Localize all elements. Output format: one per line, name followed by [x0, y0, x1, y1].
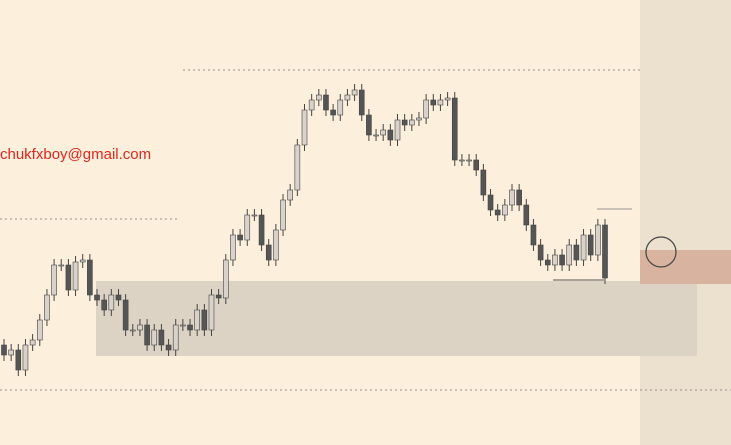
candle-body [444, 97, 451, 101]
candle-body [108, 294, 115, 311]
candle-body [552, 254, 558, 266]
candle-body [137, 324, 143, 331]
candle-body [316, 94, 322, 101]
candle-body [358, 89, 365, 116]
candle-body [158, 329, 165, 346]
watermark: chukfxboy@gmail.com [0, 146, 151, 163]
candle-body [237, 234, 243, 241]
candle-body [273, 229, 279, 261]
supply-zone [640, 250, 731, 284]
candle-body [373, 134, 379, 137]
candle-body [72, 261, 79, 291]
candle-body [101, 299, 107, 311]
candle-body [22, 344, 29, 371]
candle-body [194, 309, 200, 331]
candle-body [65, 264, 72, 291]
candle-body [251, 214, 258, 217]
candle-body [401, 119, 408, 126]
right-panel [640, 0, 731, 445]
candle-body [151, 329, 158, 346]
candle-body [523, 204, 530, 226]
marker-circle [645, 236, 677, 268]
candle-body [201, 309, 208, 331]
candle-body [208, 294, 215, 331]
candle-body [337, 99, 344, 116]
candle-body [580, 234, 587, 261]
candle-body [29, 339, 36, 346]
candle-body [595, 224, 601, 256]
candles [1, 84, 608, 376]
candle-body [115, 294, 122, 301]
candle-body [351, 89, 358, 96]
candle-body [544, 259, 551, 266]
candle-body [258, 214, 265, 246]
candle-body [587, 234, 594, 256]
candle-body [387, 129, 394, 141]
candle-body [366, 114, 372, 136]
candle-body [36, 319, 43, 341]
candle-body [165, 344, 172, 351]
candle-body [79, 259, 86, 263]
candle-body [308, 99, 315, 111]
candle-body [8, 349, 14, 356]
candle-body [94, 294, 100, 301]
candle-body [122, 299, 129, 331]
candle-body [244, 214, 251, 241]
candle-body [215, 294, 222, 299]
candle-body [323, 94, 329, 111]
candle-body [473, 159, 480, 171]
candle-body [222, 259, 229, 299]
candle-body [423, 99, 429, 119]
candle-body [602, 224, 608, 279]
candle-body [301, 109, 308, 146]
candle-body [430, 99, 437, 106]
candle-body [330, 109, 336, 116]
candle-body [573, 244, 580, 261]
candle-body [559, 254, 565, 266]
candle-body [287, 189, 293, 201]
candle-body [394, 119, 401, 141]
candle-body [187, 324, 193, 331]
candle-body [265, 244, 272, 261]
candle-body [280, 199, 286, 231]
candle-body [44, 294, 50, 321]
candle-body [516, 189, 522, 206]
candle-body [344, 94, 351, 101]
candle-body [129, 329, 136, 332]
candle-body [537, 244, 544, 261]
candle-body [144, 324, 150, 346]
candle-body [494, 209, 501, 216]
candle-body [480, 169, 487, 196]
candle-body [230, 234, 236, 261]
candle-body [487, 194, 494, 211]
candle-body [416, 117, 422, 121]
candle-body [380, 129, 387, 136]
demand-zone [96, 281, 697, 356]
candle-body [466, 159, 472, 162]
candle-body [1, 344, 7, 356]
candle-body [15, 349, 22, 371]
candle-body [502, 204, 508, 216]
candle-body [180, 324, 186, 327]
candle-body [51, 264, 57, 296]
candle-body [459, 159, 465, 162]
candle-body [87, 259, 93, 296]
candle-body [58, 264, 65, 267]
candle-body [437, 99, 444, 106]
candle-body [172, 324, 179, 351]
candle-body [566, 244, 573, 266]
candle-body [409, 119, 415, 126]
candle-body [530, 224, 537, 246]
candle-body [509, 189, 515, 206]
candle-body [451, 97, 458, 161]
candle-body [294, 144, 301, 191]
